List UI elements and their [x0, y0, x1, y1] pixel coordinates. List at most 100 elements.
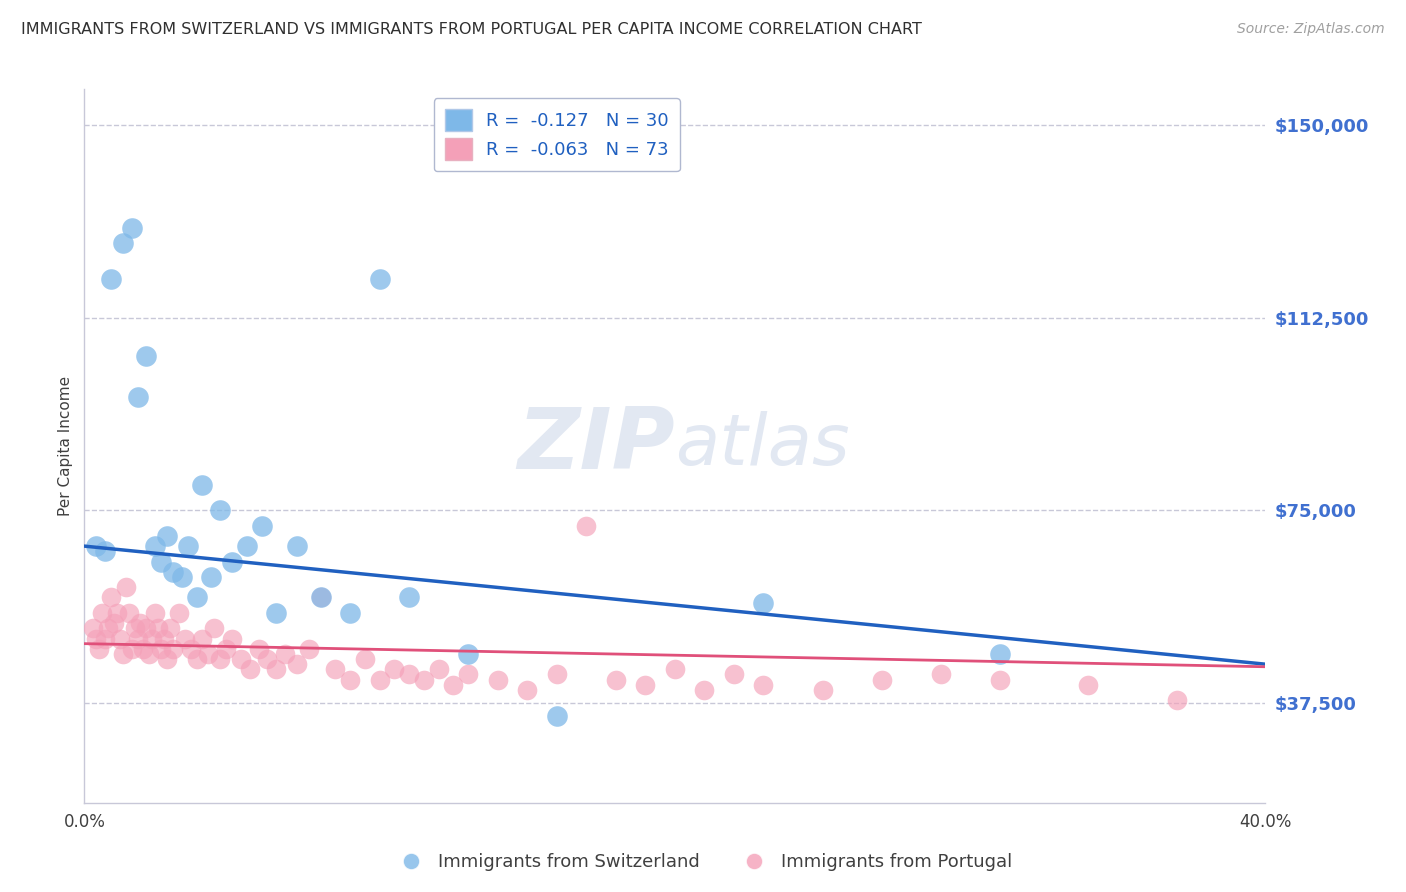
Point — [413, 673, 436, 687]
Point — [138, 647, 160, 661]
Point — [354, 652, 377, 666]
Point — [111, 236, 134, 251]
Point — [87, 641, 111, 656]
Point — [247, 641, 270, 656]
Point — [250, 518, 273, 533]
Point — [266, 662, 288, 676]
Point — [143, 539, 166, 553]
Point — [605, 673, 627, 687]
Text: atlas: atlas — [675, 411, 849, 481]
Point — [121, 641, 143, 656]
Point — [97, 621, 120, 635]
Point — [988, 647, 1011, 661]
Text: ZIP: ZIP — [517, 404, 675, 488]
Point — [156, 529, 179, 543]
Point — [382, 662, 406, 676]
Point — [266, 606, 288, 620]
Point — [229, 652, 252, 666]
Point — [121, 220, 143, 235]
Point — [221, 632, 243, 646]
Text: Source: ZipAtlas.com: Source: ZipAtlas.com — [1237, 22, 1385, 37]
Point — [180, 641, 202, 656]
Point — [427, 662, 450, 676]
Point — [94, 632, 117, 646]
Point — [105, 606, 128, 620]
Point — [167, 606, 190, 620]
Point — [215, 641, 238, 656]
Point — [150, 641, 173, 656]
Point — [752, 678, 775, 692]
Point — [129, 616, 152, 631]
Point — [664, 662, 686, 676]
Point — [118, 606, 141, 620]
Point — [100, 591, 122, 605]
Point — [546, 667, 568, 681]
Point — [135, 621, 157, 635]
Point — [186, 591, 208, 605]
Legend: R =  -0.127   N = 30, R =  -0.063   N = 73: R = -0.127 N = 30, R = -0.063 N = 73 — [434, 98, 679, 171]
Point — [94, 544, 117, 558]
Point — [209, 503, 232, 517]
Point — [988, 673, 1011, 687]
Point — [274, 647, 297, 661]
Point — [457, 647, 479, 661]
Point — [159, 621, 181, 635]
Point — [103, 616, 125, 631]
Point — [153, 632, 176, 646]
Point — [486, 673, 509, 687]
Point — [209, 652, 232, 666]
Point — [811, 682, 834, 697]
Point — [693, 682, 716, 697]
Point — [141, 632, 163, 646]
Point — [150, 554, 173, 568]
Point — [197, 647, 219, 661]
Point — [236, 539, 259, 553]
Point — [162, 641, 184, 656]
Point — [108, 632, 131, 646]
Point — [575, 518, 598, 533]
Point — [368, 673, 391, 687]
Point — [398, 591, 420, 605]
Point — [177, 539, 200, 553]
Point — [309, 591, 332, 605]
Point — [546, 708, 568, 723]
Point — [114, 580, 136, 594]
Point — [368, 272, 391, 286]
Point — [100, 272, 122, 286]
Point — [127, 632, 149, 646]
Point — [82, 621, 104, 635]
Point — [156, 652, 179, 666]
Point — [186, 652, 208, 666]
Point — [91, 606, 114, 620]
Point — [84, 539, 107, 553]
Point — [239, 662, 262, 676]
Point — [634, 678, 657, 692]
Point — [723, 667, 745, 681]
Point — [191, 477, 214, 491]
Point — [752, 596, 775, 610]
Point — [200, 570, 222, 584]
Point — [339, 673, 361, 687]
Point — [516, 682, 538, 697]
Point — [221, 554, 243, 568]
Point — [870, 673, 893, 687]
Point — [1166, 693, 1188, 707]
Point — [173, 632, 195, 646]
Point — [148, 621, 170, 635]
Point — [170, 570, 193, 584]
Point — [398, 667, 420, 681]
Point — [256, 652, 278, 666]
Point — [135, 349, 157, 363]
Point — [124, 621, 146, 635]
Y-axis label: Per Capita Income: Per Capita Income — [58, 376, 73, 516]
Point — [443, 678, 465, 692]
Point — [325, 662, 347, 676]
Point — [929, 667, 952, 681]
Point — [84, 632, 107, 646]
Text: IMMIGRANTS FROM SWITZERLAND VS IMMIGRANTS FROM PORTUGAL PER CAPITA INCOME CORREL: IMMIGRANTS FROM SWITZERLAND VS IMMIGRANT… — [21, 22, 922, 37]
Point — [111, 647, 134, 661]
Point — [457, 667, 479, 681]
Point — [1077, 678, 1099, 692]
Point — [309, 591, 332, 605]
Point — [298, 641, 321, 656]
